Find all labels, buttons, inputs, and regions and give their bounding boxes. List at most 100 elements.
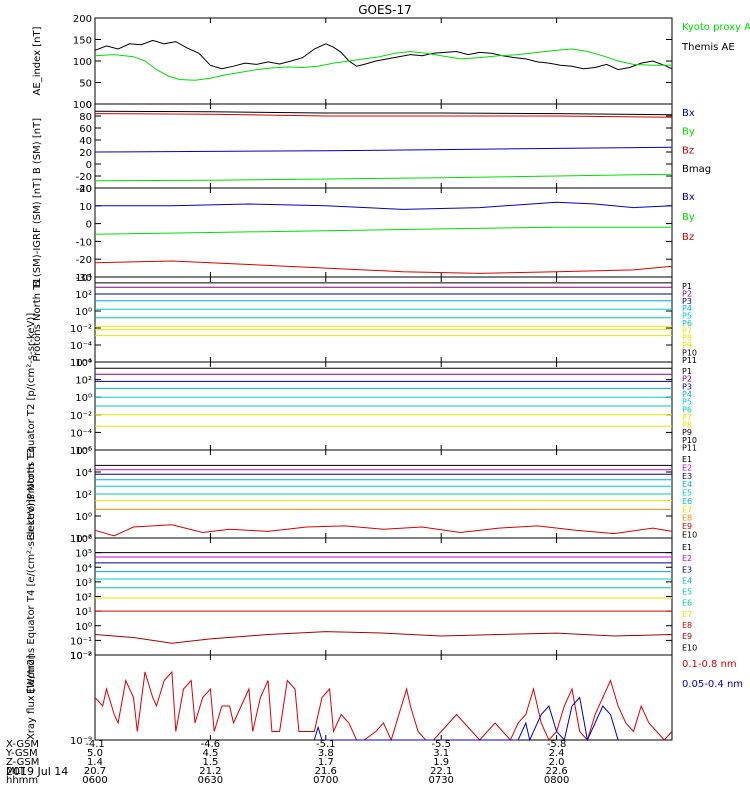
y-tick-label: 10⁰ (75, 393, 92, 404)
legend-entry: E8 (682, 514, 692, 523)
y-tick-label: 10² (75, 593, 92, 604)
legend-entry: E4 (682, 480, 692, 489)
y-axis-label: Electrons North T3 (26, 447, 37, 540)
series-line-kyoto-proxy-ae (94, 48, 672, 81)
ephemeris-row-label: Y-GSM (5, 748, 38, 759)
legend-entry: E6 (682, 497, 692, 506)
y-tick-label: 10⁻² (70, 411, 92, 422)
legend-entry: E2 (682, 554, 692, 563)
y-tick-label: 20 (79, 148, 92, 159)
legend-entry: Bz (682, 232, 694, 243)
legend-entry: E10 (682, 643, 697, 652)
series-line-bmag (94, 110, 673, 116)
legend-entry: P4 (682, 390, 692, 399)
series-line-0-05-0-4-nm (313, 696, 619, 742)
panel-5: 10⁻⁶ 10⁻⁴ 10⁻² 10⁰ 10² 10⁴ Protons Equator T2 … (26, 313, 697, 500)
legend-entry: P10 (682, 349, 697, 358)
panel-frame (94, 17, 673, 105)
series-line-bz (94, 260, 673, 274)
legend-entry: E1 (682, 455, 692, 464)
ephemeris-row-label: X-GSM (6, 739, 39, 750)
plot-title: GOES-17 (358, 3, 412, 17)
series-line-e9 (94, 524, 673, 537)
y-tick-label: 10⁰ (75, 512, 92, 523)
panel-3: -30 -20 -10 0 10 20 B (SM)-IGRF (SM) [nT] Bx By B… (32, 178, 695, 287)
series-line-bx (94, 146, 673, 153)
y-tick-label: 10⁰ (75, 307, 92, 318)
y-axis-label: Protons Equator T2 [p/(cm²-s-sr-keV)] (26, 313, 37, 500)
ephemeris-value: 1.9 (433, 757, 449, 768)
ephemeris-value: 3.8 (318, 748, 334, 759)
y-tick-label: 10 (79, 202, 92, 213)
y-tick-label: 10⁴ (75, 468, 92, 479)
y-tick-label: 10⁵ (75, 549, 92, 560)
y-tick-label: 200 (73, 14, 92, 25)
y-tick-label: 10² (75, 490, 92, 501)
ephemeris-value: 0600 (82, 775, 107, 786)
ephemeris-value: 1.7 (318, 757, 334, 768)
legend-entry: P5 (682, 398, 692, 407)
y-axis-label: Xray flux [W/m2] (26, 655, 37, 740)
legend-entry: P11 (682, 444, 697, 453)
legend-entry: 0.1-0.8 nm (682, 659, 737, 670)
y-tick-label: -10 (76, 237, 92, 248)
y-tick-label: 10⁶ (75, 534, 92, 545)
date-label: 2019 Jul 14 (6, 765, 68, 778)
legend-entry: P6 (682, 319, 692, 328)
ephemeris-value: 1.4 (87, 757, 103, 768)
legend-entry: P5 (682, 312, 692, 321)
ephemeris-value: 2.0 (549, 757, 565, 768)
legend-entry: E1 (682, 543, 692, 552)
legend-entry: Themis AE (681, 42, 735, 53)
ephemeris-value: 21.6 (315, 766, 337, 777)
y-tick-label: 20 (79, 184, 92, 195)
legend-entry: P11 (682, 356, 697, 365)
ephemeris-value: 2.4 (549, 748, 565, 759)
legend-entry: E5 (682, 588, 692, 597)
panel-1: 0 50 100 150 200 AE_index [nT] Kyoto proxy AE T… (32, 14, 750, 111)
ephemeris-row-label: MLT (6, 766, 26, 777)
legend-entry: E3 (682, 472, 692, 481)
series-line-themis-ae (94, 39, 673, 71)
ephemeris-table: X-GSM -4.1 -4.6 -5.1 -5.5 -5.8 Y-GSM 5.0 4.5 3.8 3… (5, 739, 569, 786)
legend-entry: P10 (682, 436, 697, 445)
y-tick-label: 60 (79, 124, 92, 135)
legend-entry: E9 (682, 522, 692, 531)
y-axis-label: Protons North T1 (32, 277, 43, 361)
legend-entry: P3 (682, 297, 692, 306)
ephemeris-value: 4.5 (202, 748, 218, 759)
legend-entry: P2 (682, 375, 692, 384)
ephemeris-value: 5.0 (87, 748, 103, 759)
y-axis-label: AE_index [nT] (32, 26, 43, 95)
y-tick-label: 10⁻⁶ (70, 446, 92, 457)
panel-8: 10⁻⁹ 10⁻⁸ Xray flux [W/m2] 0.1-0.8 nm 0.05-0… (26, 651, 743, 747)
y-tick-label: 10⁻⁴ (70, 341, 92, 352)
y-tick-label: 10² (75, 376, 92, 387)
ephemeris-value: 0700 (313, 775, 338, 786)
legend-entry: P7 (682, 326, 692, 335)
legend-entry: P4 (682, 304, 692, 313)
legend-entry: P7 (682, 413, 692, 422)
legend-entry: E3 (682, 565, 692, 574)
legend-entry: P8 (682, 334, 692, 343)
legend-entry: P8 (682, 421, 692, 430)
y-axis-label: B (SM) [nT] (32, 118, 43, 174)
y-tick-label: 10⁻² (70, 651, 92, 662)
panel-6: 10⁻² 10⁰ 10² 10⁴ 10⁶ Electrons North T3 E1E2E3… (26, 446, 697, 545)
legend-entry: P6 (682, 405, 692, 414)
legend-entry: E8 (682, 621, 692, 630)
series-line-by (94, 173, 673, 182)
y-tick-label: 0 (86, 220, 92, 231)
legend-entry: By (682, 212, 695, 223)
legend-entry: E9 (682, 632, 692, 641)
y-tick-label: 50 (79, 79, 92, 90)
ephemeris-value: 0630 (198, 775, 223, 786)
ephemeris-row-label: Z-GSM (6, 757, 39, 768)
legend-entry: Bz (682, 145, 694, 156)
y-tick-label: 10³ (75, 578, 92, 589)
ephemeris-value: 22.1 (430, 766, 452, 777)
ephemeris-row-label: hhmm (6, 775, 38, 786)
